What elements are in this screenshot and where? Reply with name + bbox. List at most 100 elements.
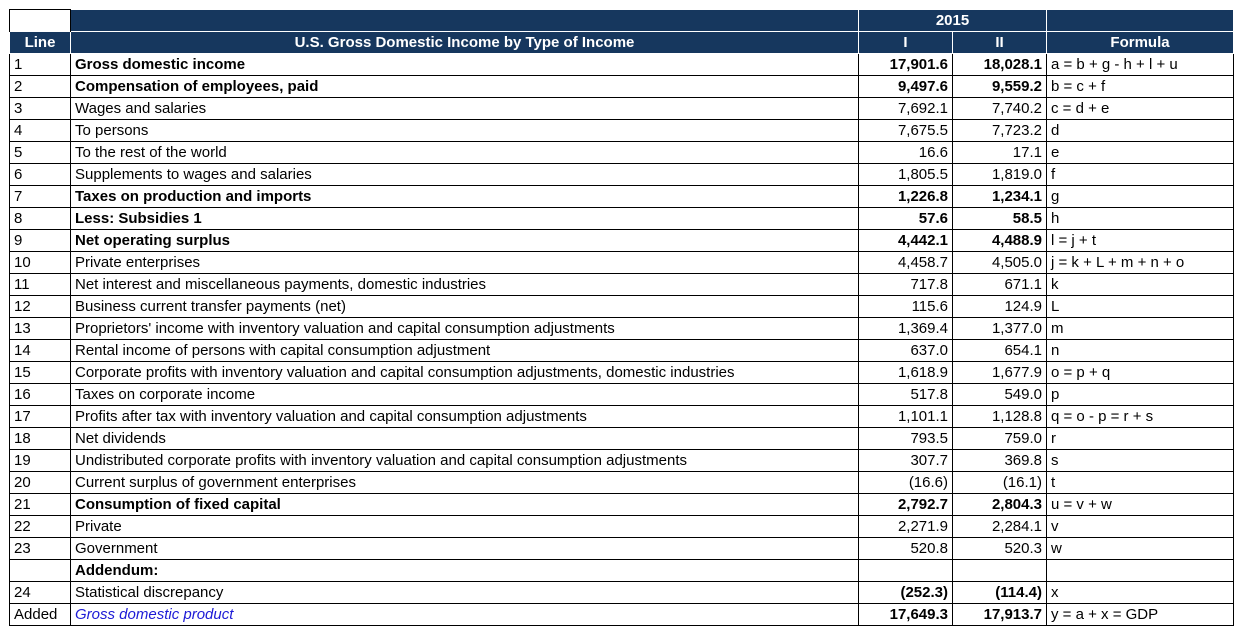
quarter-2-value-cell[interactable]: 9,559.2 (952, 75, 1047, 98)
line-number-cell[interactable]: 21 (9, 493, 71, 516)
quarter-1-value-cell[interactable] (858, 559, 953, 582)
description-cell[interactable]: Compensation of employees, paid (70, 75, 859, 98)
quarter-2-value-cell[interactable]: 2,284.1 (952, 515, 1047, 538)
description-cell[interactable]: Net interest and miscellaneous payments,… (70, 273, 859, 296)
quarter-2-value-cell[interactable]: 7,723.2 (952, 119, 1047, 142)
quarter-2-value-cell[interactable]: 58.5 (952, 207, 1047, 230)
quarter-1-value-cell[interactable]: 7,675.5 (858, 119, 953, 142)
formula-cell[interactable]: w (1046, 537, 1234, 560)
quarter-2-value-cell[interactable]: 4,488.9 (952, 229, 1047, 252)
formula-cell[interactable]: f (1046, 163, 1234, 186)
formula-cell[interactable]: s (1046, 449, 1234, 472)
formula-cell[interactable]: p (1046, 383, 1234, 406)
description-cell[interactable]: To the rest of the world (70, 141, 859, 164)
description-cell[interactable]: Undistributed corporate profits with inv… (70, 449, 859, 472)
quarter-2-value-cell[interactable]: 4,505.0 (952, 251, 1047, 274)
quarter-2-value-cell[interactable]: 759.0 (952, 427, 1047, 450)
quarter-1-value-cell[interactable]: 1,101.1 (858, 405, 953, 428)
line-number-cell[interactable]: 17 (9, 405, 71, 428)
line-number-cell[interactable]: 14 (9, 339, 71, 362)
line-number-cell[interactable]: 12 (9, 295, 71, 318)
line-number-cell[interactable]: 1 (9, 53, 71, 76)
formula-cell[interactable]: n (1046, 339, 1234, 362)
quarter-1-value-cell[interactable]: 9,497.6 (858, 75, 953, 98)
description-cell[interactable]: To persons (70, 119, 859, 142)
quarter-1-value-cell[interactable]: 4,442.1 (858, 229, 953, 252)
quarter-1-value-cell[interactable]: 17,901.6 (858, 53, 953, 76)
formula-cell[interactable]: r (1046, 427, 1234, 450)
addendum-heading[interactable]: Addendum: (70, 559, 859, 582)
quarter-2-value-cell[interactable]: 520.3 (952, 537, 1047, 560)
description-cell[interactable]: Net operating surplus (70, 229, 859, 252)
quarter-2-value-cell[interactable] (952, 559, 1047, 582)
table-title[interactable]: U.S. Gross Domestic Income by Type of In… (70, 31, 859, 54)
formula-cell[interactable]: L (1046, 295, 1234, 318)
quarter-1-value-cell[interactable]: 307.7 (858, 449, 953, 472)
line-number-cell[interactable]: 6 (9, 163, 71, 186)
formula-cell[interactable]: h (1046, 207, 1234, 230)
formula-cell[interactable]: q = o - p = r + s (1046, 405, 1234, 428)
formula-cell[interactable]: y = a + x = GDP (1046, 603, 1234, 626)
formula-cell[interactable]: j = k + L + m + n + o (1046, 251, 1234, 274)
line-number-cell[interactable]: 10 (9, 251, 71, 274)
quarter-2-value-cell[interactable]: 124.9 (952, 295, 1047, 318)
line-number-cell[interactable]: 7 (9, 185, 71, 208)
quarter-1-value-cell[interactable]: 7,692.1 (858, 97, 953, 120)
formula-cell[interactable]: l = j + t (1046, 229, 1234, 252)
line-number-cell[interactable]: 13 (9, 317, 71, 340)
formula-cell[interactable]: g (1046, 185, 1234, 208)
quarter-2-value-cell[interactable]: 17,913.7 (952, 603, 1047, 626)
quarter-2-value-cell[interactable]: 7,740.2 (952, 97, 1047, 120)
quarter-2-value-cell[interactable]: 654.1 (952, 339, 1047, 362)
quarter-2-header[interactable]: II (952, 31, 1047, 54)
line-number-cell[interactable]: 20 (9, 471, 71, 494)
formula-cell[interactable]: c = d + e (1046, 97, 1234, 120)
description-cell[interactable]: Net dividends (70, 427, 859, 450)
line-number-cell[interactable]: 18 (9, 427, 71, 450)
description-cell[interactable]: Taxes on production and imports (70, 185, 859, 208)
quarter-1-value-cell[interactable]: 4,458.7 (858, 251, 953, 274)
line-column-header[interactable]: Line (9, 31, 71, 54)
quarter-2-value-cell[interactable]: 1,819.0 (952, 163, 1047, 186)
line-number-cell[interactable]: 5 (9, 141, 71, 164)
line-number-cell[interactable] (9, 559, 71, 582)
line-number-cell[interactable]: 9 (9, 229, 71, 252)
quarter-1-value-cell[interactable]: 1,618.9 (858, 361, 953, 384)
line-number-cell[interactable]: 15 (9, 361, 71, 384)
formula-cell[interactable]: d (1046, 119, 1234, 142)
line-number-cell[interactable]: 19 (9, 449, 71, 472)
formula-cell[interactable]: k (1046, 273, 1234, 296)
line-number-cell[interactable]: 11 (9, 273, 71, 296)
formula-cell[interactable]: u = v + w (1046, 493, 1234, 516)
formula-cell[interactable]: b = c + f (1046, 75, 1234, 98)
quarter-2-value-cell[interactable]: (114.4) (952, 581, 1047, 604)
quarter-1-value-cell[interactable]: (252.3) (858, 581, 953, 604)
line-number-cell[interactable]: 2 (9, 75, 71, 98)
line-number-cell[interactable]: 22 (9, 515, 71, 538)
quarter-1-value-cell[interactable]: 57.6 (858, 207, 953, 230)
quarter-1-value-cell[interactable]: 1,805.5 (858, 163, 953, 186)
quarter-2-value-cell[interactable]: 1,677.9 (952, 361, 1047, 384)
quarter-2-value-cell[interactable]: 1,377.0 (952, 317, 1047, 340)
quarter-2-value-cell[interactable]: 369.8 (952, 449, 1047, 472)
formula-cell[interactable]: m (1046, 317, 1234, 340)
gdp-description-cell[interactable]: Gross domestic product (70, 603, 859, 626)
quarter-2-value-cell[interactable]: 18,028.1 (952, 53, 1047, 76)
quarter-1-value-cell[interactable]: (16.6) (858, 471, 953, 494)
quarter-2-value-cell[interactable]: 17.1 (952, 141, 1047, 164)
quarter-1-value-cell[interactable]: 1,369.4 (858, 317, 953, 340)
description-cell[interactable]: Statistical discrepancy (70, 581, 859, 604)
description-cell[interactable]: Proprietors' income with inventory valua… (70, 317, 859, 340)
formula-column-header[interactable]: Formula (1046, 31, 1234, 54)
quarter-2-value-cell[interactable]: 1,128.8 (952, 405, 1047, 428)
quarter-1-value-cell[interactable]: 2,792.7 (858, 493, 953, 516)
quarter-1-value-cell[interactable]: 1,226.8 (858, 185, 953, 208)
quarter-2-value-cell[interactable]: 1,234.1 (952, 185, 1047, 208)
line-number-cell[interactable]: 23 (9, 537, 71, 560)
quarter-1-value-cell[interactable]: 17,649.3 (858, 603, 953, 626)
line-number-cell[interactable]: 16 (9, 383, 71, 406)
quarter-1-value-cell[interactable]: 793.5 (858, 427, 953, 450)
description-cell[interactable]: Rental income of persons with capital co… (70, 339, 859, 362)
line-number-cell[interactable]: 3 (9, 97, 71, 120)
description-cell[interactable]: Taxes on corporate income (70, 383, 859, 406)
